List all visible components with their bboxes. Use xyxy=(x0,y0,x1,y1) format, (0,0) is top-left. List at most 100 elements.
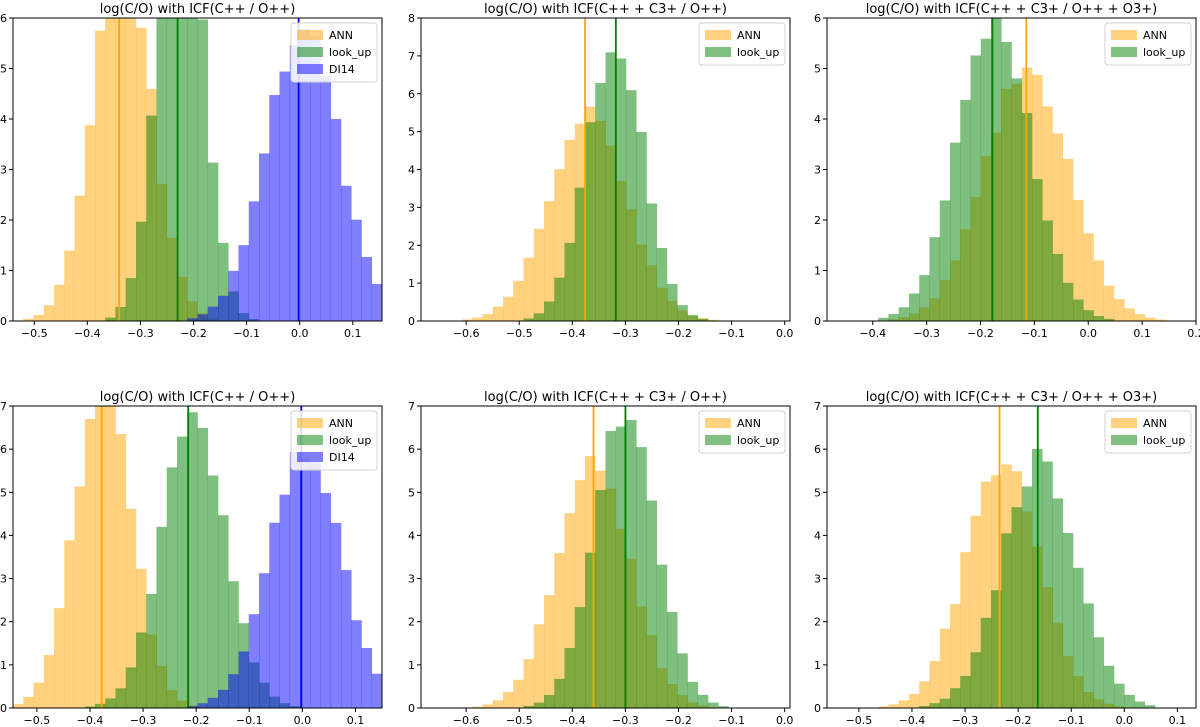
hist-bar xyxy=(513,679,524,708)
hist-bar xyxy=(544,301,555,321)
hist-bar xyxy=(656,564,668,708)
legend-swatch xyxy=(297,30,323,40)
y-tick-label: 0 xyxy=(814,702,821,715)
x-tick-label: −0.2 xyxy=(967,327,994,340)
hist-bar xyxy=(991,590,1002,708)
hist-bar xyxy=(544,595,555,708)
hist-bar xyxy=(341,185,352,321)
y-tick-label: 6 xyxy=(0,443,7,456)
hist-bar xyxy=(1042,461,1053,708)
hist-bar xyxy=(626,90,637,321)
legend-label: look_up xyxy=(1143,46,1185,59)
x-tick-label: −0.6 xyxy=(453,714,480,727)
y-tick-label: 5 xyxy=(0,63,7,76)
hist-bar xyxy=(533,313,545,321)
hist-bar xyxy=(533,228,545,321)
hist-bar xyxy=(289,45,301,321)
chart-title: log(C/O) with ICF(C++ + C3+ / O++) xyxy=(484,390,727,405)
hist-bar xyxy=(33,682,45,708)
x-tick-label: 0.0 xyxy=(294,714,312,727)
hist-bar xyxy=(197,314,209,321)
hist-bar xyxy=(259,573,270,708)
hist-bar xyxy=(939,628,951,708)
hist-bar xyxy=(677,305,688,321)
hist-bar xyxy=(218,295,229,321)
hist-bar xyxy=(697,694,709,708)
hist-bar xyxy=(980,38,992,321)
chart-panel-1: −0.5 −0.4 −0.3 −0.2 −0.1 0.0 0.1 0 1 2 3 4 5 6 log(C/O… xyxy=(0,2,383,340)
chart-panel-4: −0.5 −0.4 −0.3 −0.2 −0.1 0.0 0.1 0 1 2 3 4 5 6 7 log(C/… xyxy=(0,390,383,727)
hist-bar xyxy=(615,58,627,321)
axes-frame xyxy=(826,405,1197,709)
hist-bar xyxy=(115,18,127,321)
hist-bar xyxy=(351,219,362,321)
y-tick-label: 2 xyxy=(408,616,415,629)
x-tick-label: −0.1 xyxy=(718,714,745,727)
hist-bar xyxy=(84,418,96,708)
hist-bar xyxy=(310,36,321,321)
hist-bar xyxy=(1011,507,1023,708)
hist-bar xyxy=(187,706,198,708)
legend-label: ANN xyxy=(329,417,353,430)
series-look-up xyxy=(84,412,301,708)
hist-bar xyxy=(564,139,576,321)
y-tick-label: 4 xyxy=(0,113,7,126)
hist-bar xyxy=(1073,199,1084,321)
hist-bar xyxy=(708,319,719,321)
hist-bar xyxy=(1032,179,1043,321)
y-tick-label: 7 xyxy=(0,400,7,413)
hist-bar xyxy=(1001,42,1012,321)
x-tick-label: −0.5 xyxy=(506,327,533,340)
hist-bar xyxy=(1052,253,1064,321)
hist-bar xyxy=(980,481,992,708)
hist-bar xyxy=(136,632,147,708)
x-tick-label: 0.2 xyxy=(1187,327,1200,340)
hist-bar xyxy=(898,700,910,708)
hist-bar xyxy=(991,18,1002,321)
hist-bar xyxy=(1083,233,1094,321)
hist-bar xyxy=(636,132,647,321)
hist-bar xyxy=(1062,282,1074,321)
hist-bar xyxy=(228,270,239,321)
y-tick-label: 1 xyxy=(0,265,7,278)
hist-bar xyxy=(564,242,576,321)
series-look-up xyxy=(878,18,1115,321)
y-tick-label: 8 xyxy=(408,12,415,25)
hist-bar xyxy=(523,257,535,321)
hist-bar xyxy=(84,125,96,321)
legend-label: ANN xyxy=(1143,29,1167,42)
hist-bar xyxy=(341,570,352,708)
y-tick-label: 3 xyxy=(814,164,821,177)
chart-title: log(C/O) with ICF(C++ + C3+ / O++) xyxy=(484,2,727,17)
hist-bar xyxy=(909,293,920,321)
series-di14 xyxy=(187,28,382,321)
y-tick-label: 4 xyxy=(0,529,7,542)
hist-bar xyxy=(197,19,209,321)
y-tick-label: 0 xyxy=(408,702,415,715)
y-tick-label: 4 xyxy=(814,113,821,126)
legend-label: look_up xyxy=(737,434,779,447)
legend-label: look_up xyxy=(329,46,371,59)
y-tick-label: 3 xyxy=(408,573,415,586)
hist-bar xyxy=(626,420,637,708)
y-tick-label: 4 xyxy=(814,529,821,542)
hist-bar xyxy=(1073,567,1084,708)
y-tick-label: 1 xyxy=(814,265,821,278)
axes-frame xyxy=(420,405,791,709)
chart-panel-6: −0.5 −0.4 −0.3 −0.2 −0.1 0.0 0.1 0 1 2 3 4 5 6 7 log(C/… xyxy=(814,390,1197,727)
x-tick-label: −0.5 xyxy=(24,714,51,727)
hist-bar xyxy=(919,681,930,708)
hist-bar xyxy=(898,307,910,321)
hist-bar xyxy=(187,318,198,321)
y-tick-label: 1 xyxy=(0,659,7,672)
y-tick-label: 6 xyxy=(408,443,415,456)
hist-bar xyxy=(929,703,941,708)
hist-bar xyxy=(1093,316,1105,321)
chart-panel-5: −0.6 −0.5 −0.4 −0.3 −0.2 −0.1 0.0 0 1 2 3 4 5 6 7 log(C… xyxy=(408,390,793,727)
hist-bar xyxy=(1073,299,1084,321)
hist-bar xyxy=(1144,317,1156,321)
legend-swatch xyxy=(705,418,731,428)
hist-bar xyxy=(939,698,951,708)
y-tick-label: 2 xyxy=(0,616,7,629)
